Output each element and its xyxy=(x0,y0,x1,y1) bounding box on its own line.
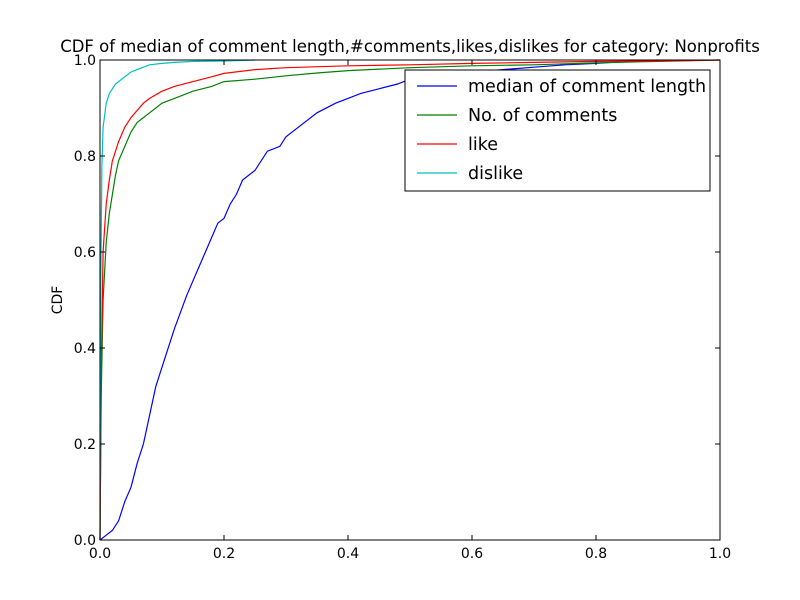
legend: median of comment length No. of comments l… xyxy=(404,69,711,192)
x-tick-label: 0.2 xyxy=(213,546,235,562)
x-tick-label: 0.0 xyxy=(89,546,111,562)
x-tick-label: 0.8 xyxy=(585,546,607,562)
y-tick-label: 0.0 xyxy=(74,533,96,549)
plot-frame xyxy=(99,59,721,541)
legend-label-1: No. of comments xyxy=(468,106,617,126)
y-tick-label: 0.4 xyxy=(74,341,96,357)
series-line-3 xyxy=(99,59,256,541)
y-tick-label: 0.2 xyxy=(74,437,96,453)
x-axis-ticks: 0.0 0.2 0.4 0.6 0.8 1.0 xyxy=(89,60,731,562)
y-tick-label: 0.6 xyxy=(74,245,96,261)
y-tick-label: 0.8 xyxy=(74,149,96,165)
y-axis-label: CDF xyxy=(50,286,66,315)
series-line-2 xyxy=(99,59,721,541)
x-tick-label: 1.0 xyxy=(709,546,731,562)
legend-label-2: like xyxy=(468,135,498,155)
chart-title: CDF of median of comment length,#comment… xyxy=(60,37,760,56)
x-tick-label: 0.4 xyxy=(337,546,359,562)
legend-label-0: median of comment length xyxy=(468,77,706,97)
y-tick-label: 1.0 xyxy=(74,53,96,69)
legend-label-3: dislike xyxy=(468,164,523,184)
series-line-1 xyxy=(99,59,721,541)
y-axis-ticks: 0.0 0.2 0.4 0.6 0.8 1.0 xyxy=(74,53,720,549)
legend-box xyxy=(404,69,711,192)
x-tick-label: 0.6 xyxy=(461,546,483,562)
